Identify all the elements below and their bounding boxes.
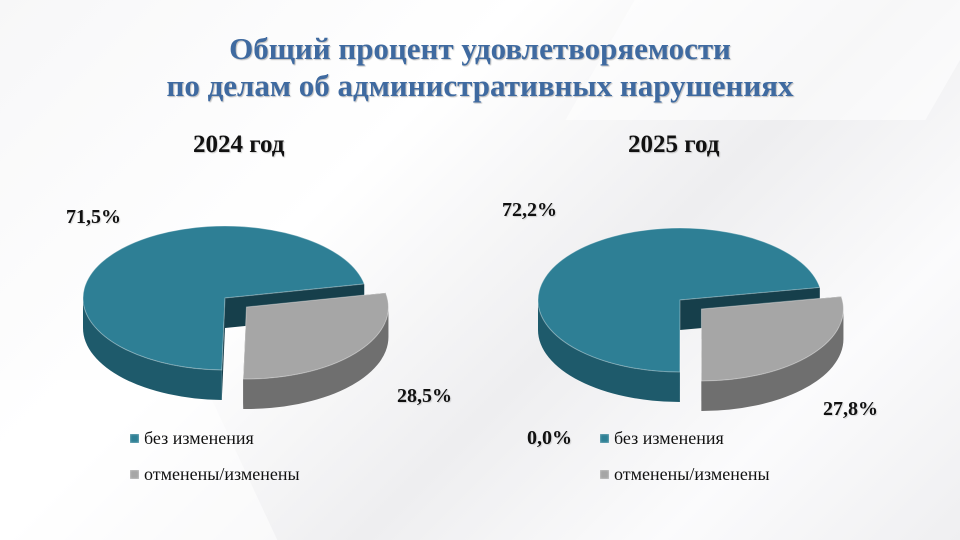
slice-label-changed-2025: 27,8% — [823, 398, 878, 420]
legend-2024: без изменения отменены/изменены — [130, 427, 300, 499]
slice-label-zero-2025: 0,0% — [527, 427, 572, 449]
legend-swatch-changed — [600, 469, 609, 479]
legend-swatch-unchanged — [600, 433, 609, 443]
pie-chart-2024 — [82, 225, 389, 409]
title-line-2: по делам об административных нарушениях — [166, 68, 794, 103]
pie-slice-top — [82, 225, 365, 371]
legend-label: без изменения — [614, 427, 724, 448]
pie-chart-2025 — [537, 227, 844, 411]
pie-slice-top — [242, 292, 389, 380]
legend-item-changed: отменены/изменены — [600, 463, 770, 485]
legend-label: без изменения — [144, 427, 254, 448]
slice-label-unchanged-2025: 72,2% — [502, 199, 557, 221]
pie-slice-side — [83, 298, 222, 400]
chart-title-2024: 2024 год — [193, 131, 285, 158]
legend-label: отменены/изменены — [614, 463, 770, 484]
legend-item-unchanged: без изменения — [600, 427, 770, 449]
legend-item-unchanged: без изменения — [130, 427, 300, 449]
pie-slice-changed — [242, 292, 389, 409]
pie-slice-top — [537, 227, 821, 373]
slice-label-changed-2024: 28,5% — [397, 385, 452, 407]
legend-label: отменены/изменены — [144, 463, 300, 484]
legend-swatch-unchanged — [130, 433, 139, 443]
chart-title-2025: 2025 год — [628, 131, 720, 158]
title-line-1: Общий процент удовлетворяемости — [229, 31, 731, 66]
pie-slice-side — [243, 306, 389, 409]
pie-slice-wall — [221, 298, 225, 400]
pie-slice-top — [700, 295, 844, 382]
slide-title: Общий процент удовлетворяемости по делам… — [0, 30, 960, 104]
slice-label-unchanged-2024: 71,5% — [66, 206, 121, 228]
legend-item-changed: отменены/изменены — [130, 463, 300, 485]
pie-slice-side — [701, 308, 844, 411]
legend-swatch-changed — [130, 469, 139, 479]
legend-2025: без изменения отменены/изменены — [600, 427, 770, 499]
pie-slice-changed — [700, 295, 844, 411]
pie-slice-side — [538, 300, 680, 402]
